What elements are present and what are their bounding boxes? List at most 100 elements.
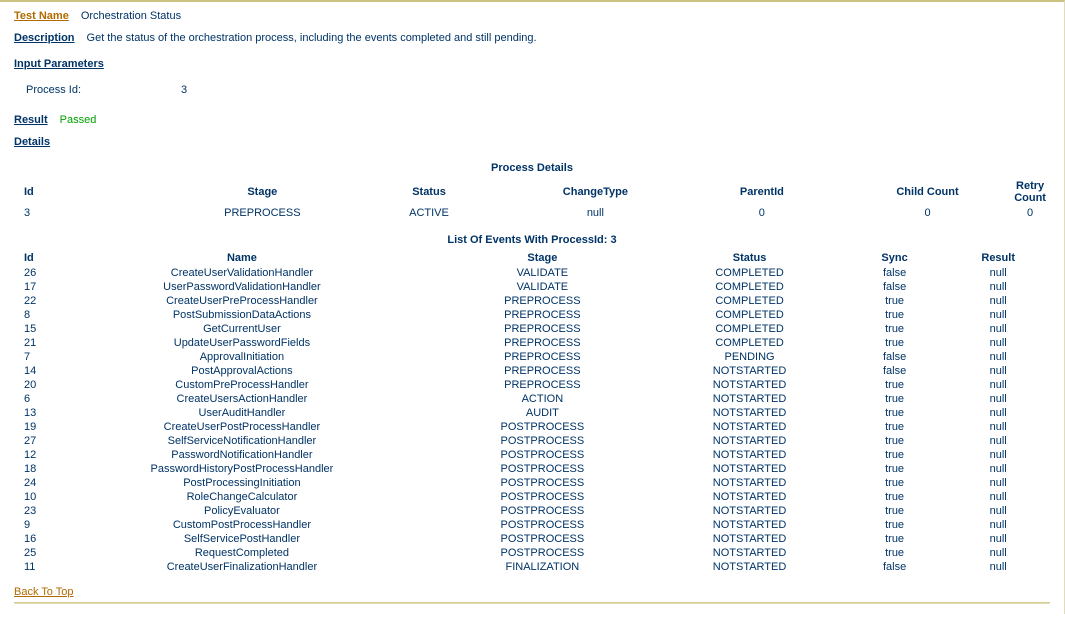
events-cell: CreateUserFinalizationHandler [55,560,428,574]
events-cell: CreateUserPreProcessHandler [55,294,428,308]
events-cell: VALIDATE [428,266,656,280]
events-cell: PREPROCESS [428,322,656,336]
events-row: 13UserAuditHandlerAUDITNOTSTARTEDtruenul… [14,406,1050,420]
events-cell: 10 [14,490,55,504]
test-name-row: Test Name Orchestration Status [14,10,1050,22]
events-row: 18PasswordHistoryPostProcessHandlerPOSTP… [14,462,1050,476]
events-cell: true [843,490,947,504]
events-cell: 22 [14,294,55,308]
events-row: 22CreateUserPreProcessHandlerPREPROCESSC… [14,294,1050,308]
events-cell: POSTPROCESS [428,490,656,504]
events-cell: COMPLETED [656,322,842,336]
events-cell: COMPLETED [656,308,842,322]
events-row: 15GetCurrentUserPREPROCESSCOMPLETEDtruen… [14,322,1050,336]
events-cell: CustomPostProcessHandler [55,518,428,532]
events-cell: null [946,420,1050,434]
events-cell: false [843,266,947,280]
events-cell: null [946,532,1050,546]
events-row: 9CustomPostProcessHandlerPOSTPROCESSNOTS… [14,518,1050,532]
events-row: 20CustomPreProcessHandlerPREPROCESSNOTST… [14,378,1050,392]
events-cell: PolicyEvaluator [55,504,428,518]
events-column-header: Result [946,250,1050,266]
events-cell: 6 [14,392,55,406]
events-cell: null [946,434,1050,448]
events-cell: null [946,476,1050,490]
events-row: 8PostSubmissionDataActionsPREPROCESSCOMP… [14,308,1050,322]
events-cell: null [946,322,1050,336]
events-cell: PostProcessingInitiation [55,476,428,490]
events-cell: null [946,546,1050,560]
events-cell: COMPLETED [656,280,842,294]
events-cell: true [843,518,947,532]
events-cell: 21 [14,336,55,350]
events-cell: 14 [14,364,55,378]
events-cell: GetCurrentUser [55,322,428,336]
events-cell: POSTPROCESS [428,504,656,518]
events-cell: null [946,392,1050,406]
events-cell: NOTSTARTED [656,448,842,462]
process-details-thead: IdStageStatusChangeTypeParentIdChild Cou… [14,178,1050,206]
process-cell: ACTIVE [346,206,512,220]
input-param-label: Process Id: [26,84,181,96]
events-cell: POSTPROCESS [428,532,656,546]
events-cell: CustomPreProcessHandler [55,378,428,392]
events-table: IdNameStageStatusSyncResult 26CreateUser… [14,250,1050,574]
events-cell: true [843,420,947,434]
events-cell: true [843,504,947,518]
events-cell: 18 [14,462,55,476]
events-cell: true [843,336,947,350]
events-row: 14PostApprovalActionsPREPROCESSNOTSTARTE… [14,364,1050,378]
result-label: Result [14,114,48,126]
events-cell: PREPROCESS [428,336,656,350]
back-to-top-link[interactable]: Back To Top [14,586,74,598]
events-cell: UserPasswordValidationHandler [55,280,428,294]
events-cell: POSTPROCESS [428,518,656,532]
process-row: 3PREPROCESSACTIVEnull000 [14,206,1050,220]
events-cell: POSTPROCESS [428,546,656,560]
events-cell: 24 [14,476,55,490]
events-cell: COMPLETED [656,336,842,350]
events-cell: ApprovalInitiation [55,350,428,364]
events-cell: COMPLETED [656,266,842,280]
events-row: 16SelfServicePostHandlerPOSTPROCESSNOTST… [14,532,1050,546]
events-column-header: Status [656,250,842,266]
events-cell: true [843,532,947,546]
events-cell: NOTSTARTED [656,490,842,504]
events-cell: PREPROCESS [428,378,656,392]
events-column-header: Stage [428,250,656,266]
events-cell: true [843,308,947,322]
process-details-title: Process Details [14,162,1050,174]
events-cell: POSTPROCESS [428,434,656,448]
events-row: 10RoleChangeCalculatorPOSTPROCESSNOTSTAR… [14,490,1050,504]
events-cell: null [946,518,1050,532]
events-cell: PostApprovalActions [55,364,428,378]
events-cell: NOTSTARTED [656,462,842,476]
events-cell: POSTPROCESS [428,420,656,434]
events-cell: 23 [14,504,55,518]
events-cell: NOTSTARTED [656,420,842,434]
events-cell: PostSubmissionDataActions [55,308,428,322]
events-cell: false [843,350,947,364]
result-value: Passed [60,114,97,126]
events-cell: SelfServiceNotificationHandler [55,434,428,448]
events-cell: true [843,546,947,560]
events-cell: 25 [14,546,55,560]
events-cell: null [946,308,1050,322]
events-row: 23PolicyEvaluatorPOSTPROCESSNOTSTARTEDtr… [14,504,1050,518]
events-cell: false [843,280,947,294]
description-value: Get the status of the orchestration proc… [87,32,537,44]
events-cell: true [843,294,947,308]
events-cell: 15 [14,322,55,336]
events-cell: PENDING [656,350,842,364]
events-cell: false [843,364,947,378]
events-cell: COMPLETED [656,294,842,308]
events-cell: 11 [14,560,55,574]
events-row: 24PostProcessingInitiationPOSTPROCESSNOT… [14,476,1050,490]
process-column-header: Child Count [845,178,1010,206]
process-column-header: Stage [179,178,347,206]
events-cell: PREPROCESS [428,308,656,322]
events-cell: UserAuditHandler [55,406,428,420]
events-row: 12PasswordNotificationHandlerPOSTPROCESS… [14,448,1050,462]
input-parameters-section: Input Parameters Process Id: 3 [14,58,1050,96]
events-cell: NOTSTARTED [656,392,842,406]
